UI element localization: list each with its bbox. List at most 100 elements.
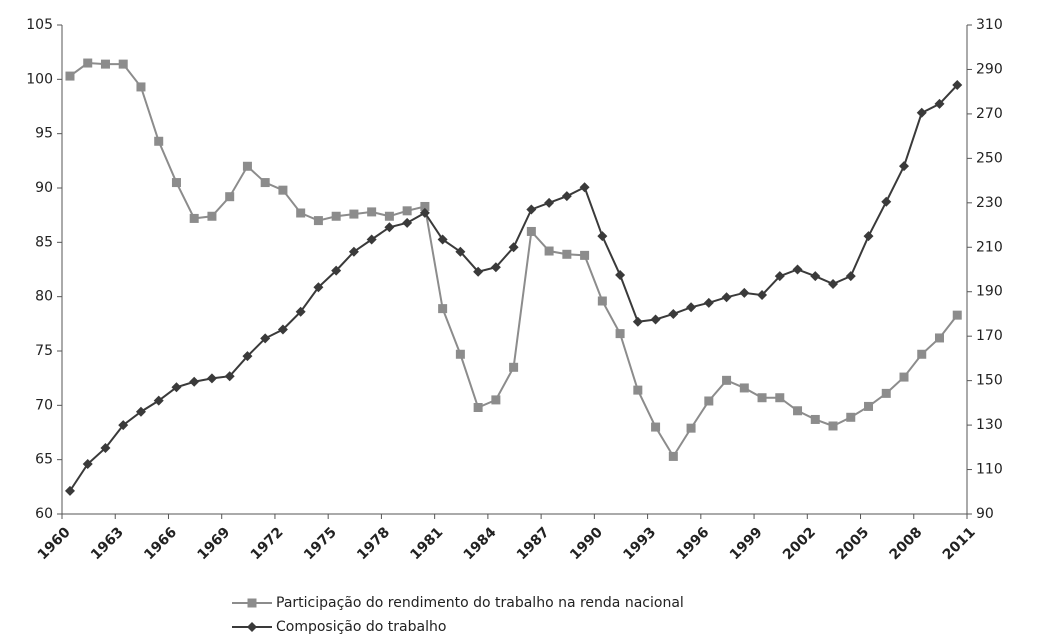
- marker: [295, 306, 306, 317]
- marker: [83, 58, 93, 68]
- marker: [899, 372, 909, 382]
- marker: [651, 422, 661, 432]
- x-tick-label: 1996: [674, 524, 713, 563]
- marker: [739, 287, 750, 298]
- marker: [632, 316, 643, 327]
- y-tick-label: 70: [35, 397, 53, 413]
- marker: [171, 178, 181, 188]
- legend-marker: [247, 622, 257, 632]
- marker: [225, 192, 235, 202]
- y2-tick-label: 130: [976, 417, 1003, 433]
- marker: [562, 249, 572, 259]
- marker: [650, 314, 661, 325]
- x-tick-label: 1999: [727, 524, 766, 563]
- legend-marker: [247, 598, 257, 608]
- y-tick-label: 85: [35, 234, 53, 250]
- marker: [242, 351, 253, 362]
- marker: [703, 297, 714, 308]
- marker: [828, 278, 839, 289]
- marker: [437, 234, 448, 245]
- marker: [561, 191, 572, 202]
- y-tick-label: 80: [35, 289, 53, 305]
- marker: [934, 333, 944, 343]
- marker: [349, 209, 359, 219]
- y2-tick-label: 310: [976, 17, 1003, 33]
- marker: [934, 98, 945, 109]
- y-tick-label: 100: [26, 71, 53, 87]
- y-tick-label: 65: [35, 452, 53, 468]
- marker: [491, 395, 501, 405]
- y-tick-label: 95: [35, 126, 53, 142]
- marker: [846, 412, 856, 422]
- marker: [402, 206, 412, 216]
- marker: [881, 388, 891, 398]
- y2-tick-label: 150: [976, 373, 1003, 389]
- x-tick-label: 1990: [567, 524, 606, 563]
- marker: [597, 296, 607, 306]
- x-tick-label: 1993: [620, 524, 659, 563]
- marker: [455, 349, 465, 359]
- marker: [367, 207, 377, 217]
- marker: [402, 217, 413, 228]
- marker: [952, 80, 963, 91]
- marker: [686, 302, 697, 313]
- marker: [82, 458, 93, 469]
- marker: [189, 213, 199, 223]
- marker: [810, 414, 820, 424]
- marker: [615, 270, 626, 281]
- marker: [420, 201, 430, 211]
- marker: [242, 161, 252, 171]
- x-tick-label: 1969: [194, 524, 233, 563]
- x-tick-label: 1966: [141, 524, 180, 563]
- y-tick-label: 90: [35, 180, 53, 196]
- marker: [348, 246, 359, 257]
- marker: [490, 262, 501, 273]
- marker: [580, 250, 590, 260]
- y2-tick-label: 290: [976, 61, 1003, 77]
- marker: [313, 216, 323, 226]
- marker: [793, 406, 803, 416]
- marker: [260, 178, 270, 188]
- marker: [136, 82, 146, 92]
- marker: [774, 271, 785, 282]
- marker: [260, 333, 271, 344]
- marker: [881, 196, 892, 207]
- marker: [153, 395, 164, 406]
- marker: [277, 324, 288, 335]
- marker: [278, 185, 288, 195]
- marker: [419, 207, 430, 218]
- marker: [64, 485, 75, 496]
- y-tick-label: 60: [35, 506, 53, 522]
- marker: [313, 282, 324, 293]
- y2-tick-label: 170: [976, 328, 1003, 344]
- marker: [686, 423, 696, 433]
- y-tick-label: 75: [35, 343, 53, 359]
- marker: [100, 59, 110, 69]
- y2-tick-label: 110: [976, 462, 1003, 478]
- marker: [135, 406, 146, 417]
- y2-tick-label: 90: [976, 506, 994, 522]
- line: [69, 62, 959, 459]
- y2-tick-label: 270: [976, 106, 1003, 122]
- marker: [739, 383, 749, 393]
- y2-tick-label: 190: [976, 284, 1003, 300]
- marker: [118, 59, 128, 69]
- x-tick-label: 2011: [940, 524, 979, 563]
- x-tick-label: 1960: [35, 524, 74, 563]
- marker: [331, 211, 341, 221]
- marker: [438, 304, 448, 314]
- series: [64, 80, 963, 496]
- marker: [579, 182, 590, 193]
- marker: [633, 385, 643, 395]
- marker: [296, 208, 306, 218]
- marker: [526, 226, 536, 236]
- legend-label: Composição do trabalho: [276, 619, 446, 635]
- marker: [544, 197, 555, 208]
- marker: [845, 271, 856, 282]
- marker: [916, 107, 927, 118]
- marker: [828, 421, 838, 431]
- marker: [757, 393, 767, 403]
- marker: [100, 442, 111, 453]
- marker: [757, 290, 768, 301]
